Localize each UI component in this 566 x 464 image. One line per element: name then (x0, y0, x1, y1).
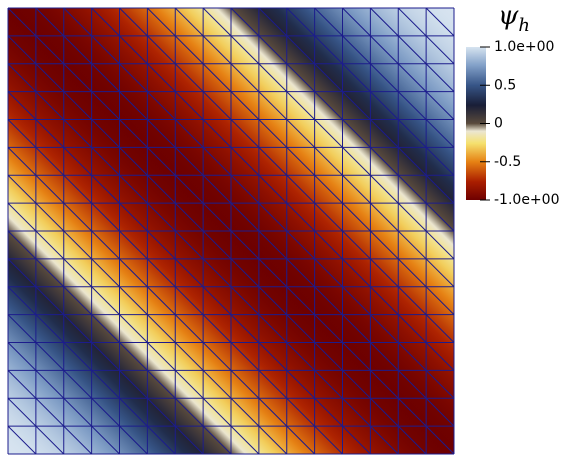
mesh-edge (174, 7, 455, 288)
mesh-edge (230, 7, 455, 232)
mesh-edge (314, 7, 455, 148)
mesh-edge (7, 202, 260, 455)
mesh-edge (7, 119, 343, 455)
mesh-edge (7, 425, 37, 455)
mesh-edge (7, 314, 148, 455)
mesh-edge (7, 147, 315, 455)
mesh-edge (7, 35, 427, 455)
tick-label: 0 (494, 116, 503, 132)
mesh-edge (258, 7, 455, 204)
mesh-edge (7, 258, 204, 455)
mesh-edge (119, 7, 455, 343)
colorbar-title: ψh (498, 1, 530, 36)
mesh-edge (7, 91, 371, 455)
mesh-edge (7, 174, 288, 455)
mesh (7, 7, 455, 455)
tick-label: -0.5 (494, 154, 521, 170)
mesh-edge (286, 7, 455, 176)
mesh-edge (202, 7, 455, 260)
colorbar-ticks: 1.0e+00 0.5 0 -0.5 -1.0e+00 (480, 39, 559, 208)
mesh-edge (370, 7, 455, 92)
mesh-edge (7, 63, 399, 455)
mesh-edge (342, 7, 455, 120)
title-symbol: ψ (498, 1, 519, 31)
mesh-edge (91, 7, 455, 371)
mesh-edge (7, 286, 176, 455)
mesh-edge (7, 370, 92, 455)
title-subscript: h (518, 15, 530, 36)
mesh-edge (63, 7, 455, 399)
mesh-edge (147, 7, 455, 315)
tick-label: 1.0e+00 (494, 39, 554, 55)
tick-label: 0.5 (494, 77, 516, 93)
mesh-edge (35, 7, 455, 427)
mesh-edge (7, 397, 65, 455)
mesh-edge (397, 7, 455, 65)
tick-label: -1.0e+00 (494, 192, 559, 208)
mesh-edge (425, 7, 455, 37)
mesh-edge (7, 342, 120, 455)
mesh-edge (7, 7, 455, 455)
mesh-edge (7, 230, 232, 455)
